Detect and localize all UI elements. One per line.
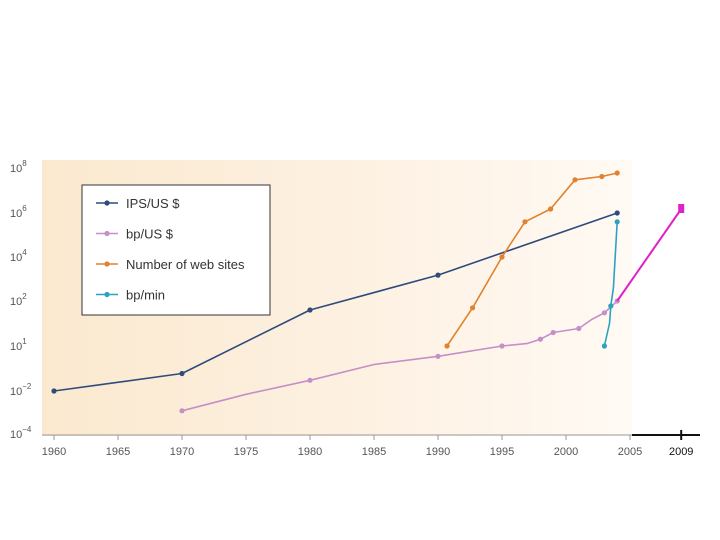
series-3-point-1 (608, 303, 614, 309)
series-2-point-6 (599, 173, 605, 180)
series-0-point-0 (51, 388, 57, 394)
x-tick-2005: 2005 (618, 446, 642, 458)
y-tick-4: 101 (10, 337, 27, 353)
y-tick-6: 10−4 (10, 425, 32, 441)
series-1-point-2 (435, 353, 441, 359)
x-tick-2000: 2000 (554, 446, 578, 458)
series-0-point-4 (614, 210, 620, 216)
legend-layer: IPS/US $ bp/US $ Number of web sites bp/min (96, 196, 245, 303)
legend-box (81, 184, 271, 316)
legend-label-0: IPS/US $ (126, 196, 180, 211)
series-2-point-5 (572, 177, 578, 183)
y-tick-1: 106 (10, 204, 27, 220)
x-tick-1960: 1960 (42, 446, 66, 458)
x-tick-2009: 2009 (669, 446, 693, 458)
series-0-point-2 (307, 307, 313, 313)
tick-layer: 1960 1965 1970 1975 1980 1985 1990 1995 2000 2005… (10, 159, 693, 458)
legend-label-1: bp/US $ (126, 227, 174, 242)
legend-marker-3 (104, 291, 110, 298)
series-1-point-0 (179, 408, 185, 414)
legend-label-3: bp/min (126, 288, 165, 303)
legend-marker-2 (104, 261, 110, 267)
series-3-point-0 (601, 343, 608, 349)
x-tick-1970: 1970 (170, 446, 194, 458)
x-tick-1965: 1965 (106, 446, 130, 458)
series-line-2 (446, 172, 618, 347)
series-0-point-3 (435, 272, 441, 278)
projection-end-marker (678, 204, 685, 213)
series-2-point-0 (444, 343, 450, 349)
series-0-point-1 (179, 370, 185, 377)
series-2-point-2 (499, 254, 505, 260)
legend-label-2: Number of web sites (126, 257, 245, 272)
x-tick-1975: 1975 (234, 446, 258, 458)
series-line-4 (616, 208, 683, 302)
legend-marker-1 (104, 230, 110, 237)
series-1-point-3 (499, 343, 505, 349)
x-tick-1985: 1985 (362, 446, 386, 458)
series-layer (51, 170, 685, 414)
series-1-point-6 (576, 325, 582, 332)
y-tick-3: 102 (10, 292, 27, 308)
legend-marker-0 (104, 200, 110, 206)
series-2-point-7 (614, 170, 620, 176)
series-1-point-5 (550, 329, 556, 336)
series-3-point-2 (614, 219, 620, 225)
y-tick-5: 10−2 (10, 382, 32, 398)
y-tick-0: 108 (10, 159, 27, 175)
series-1-point-7 (601, 310, 608, 316)
series-2-point-3 (522, 219, 528, 225)
series-1-point-4 (537, 336, 544, 342)
y-tick-2: 104 (10, 248, 27, 264)
x-tick-1990: 1990 (426, 446, 450, 458)
x-tick-1995: 1995 (490, 446, 514, 458)
x-tick-1980: 1980 (298, 446, 322, 458)
series-1-point-1 (307, 377, 313, 383)
series-2-point-4 (548, 206, 554, 212)
series-2-point-1 (470, 305, 476, 311)
